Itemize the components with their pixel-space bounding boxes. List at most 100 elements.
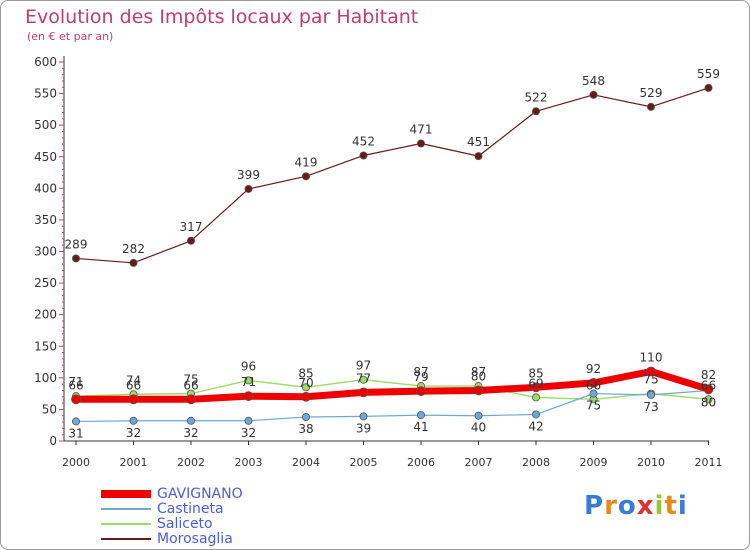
- proxiti-logo: Proxiti: [584, 491, 688, 521]
- data-point-castineta: [186, 416, 195, 425]
- data-label-gavignano: 110: [640, 351, 663, 365]
- chart-subtitle: (en € et par an): [27, 30, 114, 43]
- data-point-castineta: [359, 412, 368, 421]
- data-point-morosaglia: [704, 83, 713, 92]
- data-point-gavignano: [71, 394, 81, 405]
- data-point-gavignano: [703, 384, 714, 395]
- legend-label: Morosaglia: [157, 531, 233, 547]
- legend-label: Castineta: [157, 501, 224, 517]
- logo-letter: r: [604, 491, 618, 521]
- data-point-morosaglia: [129, 258, 138, 267]
- data-label-castineta: 32: [241, 426, 256, 440]
- data-label-saliceto: 75: [643, 373, 658, 387]
- data-label-gavignano: 71: [241, 375, 256, 389]
- data-point-gavignano: [473, 385, 484, 396]
- x-tick-label: 2004: [292, 456, 320, 469]
- series-line-morosaglia: [75, 87, 710, 264]
- data-label-saliceto: 69: [528, 376, 543, 390]
- data-point-gavignano: [646, 366, 656, 377]
- data-label-castineta: 32: [126, 426, 141, 440]
- data-label-castineta: 31: [68, 426, 83, 440]
- legend-label: GAVIGNANO: [157, 486, 243, 502]
- data-point-gavignano: [588, 377, 599, 388]
- data-label-morosaglia: 522: [525, 90, 548, 104]
- data-label-saliceto: 96: [241, 359, 256, 373]
- data-label-morosaglia: 452: [352, 134, 375, 148]
- data-point-morosaglia: [244, 184, 253, 193]
- data-point-gavignano: [243, 391, 254, 402]
- data-point-castineta: [532, 410, 541, 419]
- data-point-morosaglia: [301, 172, 310, 181]
- data-label-saliceto: 97: [356, 359, 371, 373]
- legend-item-castineta: Castineta: [101, 501, 361, 517]
- data-point-morosaglia: [474, 152, 483, 161]
- data-point-castineta: [129, 416, 138, 425]
- data-point-saliceto: [532, 393, 541, 402]
- data-point-morosaglia: [186, 236, 195, 245]
- x-tick-label: 2010: [637, 456, 665, 469]
- y-tick-label: 500: [34, 118, 57, 132]
- chart-title: Evolution des Impôts locaux par Habitant: [25, 6, 419, 28]
- x-tick-label: 2002: [177, 456, 205, 469]
- logo-letter: i: [677, 491, 688, 521]
- data-point-gavignano: [301, 391, 311, 402]
- data-label-morosaglia: 399: [237, 168, 260, 182]
- x-tick-label: 2005: [350, 456, 378, 469]
- x-tick-label: 2001: [120, 456, 148, 469]
- data-point-gavignano: [531, 382, 541, 393]
- legend-swatch: [101, 538, 151, 540]
- data-point-saliceto: [704, 395, 713, 404]
- data-label-gavignano: 80: [471, 369, 486, 383]
- series-line-saliceto: [75, 379, 710, 401]
- data-point-gavignano: [416, 386, 426, 396]
- data-point-gavignano: [128, 394, 139, 405]
- data-label-gavignano: 66: [68, 378, 83, 392]
- data-label-castineta: 73: [643, 400, 658, 414]
- data-label-gavignano: 66: [183, 378, 198, 392]
- data-label-gavignano: 66: [126, 378, 141, 392]
- data-point-morosaglia: [589, 90, 598, 99]
- y-tick-label: 150: [34, 339, 57, 353]
- data-label-saliceto: 85: [298, 366, 313, 380]
- data-point-morosaglia: [416, 139, 425, 148]
- series-line-gavignano: [72, 368, 712, 403]
- data-label-castineta: 40: [471, 421, 486, 435]
- data-point-morosaglia: [532, 107, 541, 116]
- data-label-gavignano: 77: [356, 371, 371, 385]
- data-label-saliceto: 74: [126, 373, 141, 387]
- y-tick-label: 550: [34, 87, 57, 101]
- data-point-castineta: [589, 389, 598, 398]
- logo-letter: P: [584, 491, 605, 521]
- x-tick-label: 2008: [522, 456, 550, 469]
- data-label-saliceto: 66: [586, 378, 601, 392]
- x-tick-label: 2009: [580, 456, 608, 469]
- data-label-castineta: 42: [528, 419, 543, 433]
- data-point-gavignano: [358, 387, 369, 398]
- x-tick-label: 2011: [695, 456, 723, 469]
- data-point-saliceto: [301, 383, 310, 392]
- data-point-castineta: [647, 390, 656, 399]
- data-label-saliceto: 71: [68, 375, 83, 389]
- data-label-morosaglia: 282: [122, 242, 145, 256]
- legend-item-gavignano: GAVIGNANO: [101, 486, 361, 502]
- data-point-castineta: [474, 411, 483, 420]
- y-tick-label: 100: [34, 371, 57, 385]
- data-label-gavignano: 82: [701, 368, 716, 382]
- logo-letter: i: [654, 491, 665, 521]
- data-label-morosaglia: 471: [410, 122, 433, 136]
- series-line-castineta: [75, 389, 710, 423]
- data-label-saliceto: 87: [471, 365, 486, 379]
- legend-item-morosaglia: Morosaglia: [101, 531, 361, 547]
- x-tick-label: 2000: [62, 456, 90, 469]
- data-label-gavignano: 92: [586, 362, 601, 376]
- data-label-saliceto: 87: [413, 365, 428, 379]
- legend-swatch: [101, 523, 151, 525]
- data-point-morosaglia: [359, 151, 368, 160]
- data-label-morosaglia: 289: [65, 237, 88, 251]
- data-point-morosaglia: [647, 102, 656, 111]
- x-tick-label: 2003: [235, 456, 263, 469]
- data-label-castineta: 38: [298, 422, 313, 436]
- data-label-castineta: 41: [413, 420, 428, 434]
- legend-swatch: [101, 508, 151, 510]
- y-tick-label: 250: [34, 276, 57, 290]
